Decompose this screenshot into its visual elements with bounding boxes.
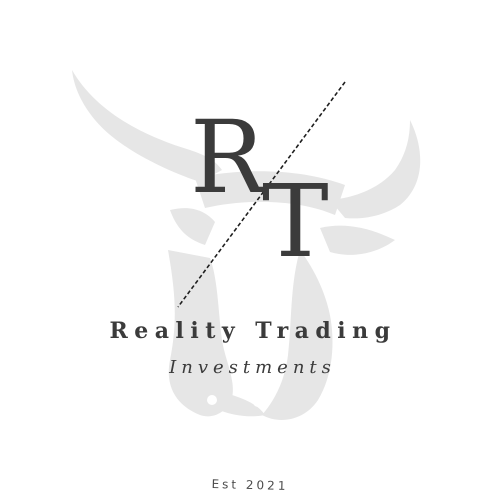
monogram-letter-r: R <box>190 99 266 216</box>
monogram-letter-t: T <box>262 163 329 280</box>
brand-subtitle: Investments <box>169 357 336 378</box>
brand-name: Reality Trading <box>109 318 397 344</box>
